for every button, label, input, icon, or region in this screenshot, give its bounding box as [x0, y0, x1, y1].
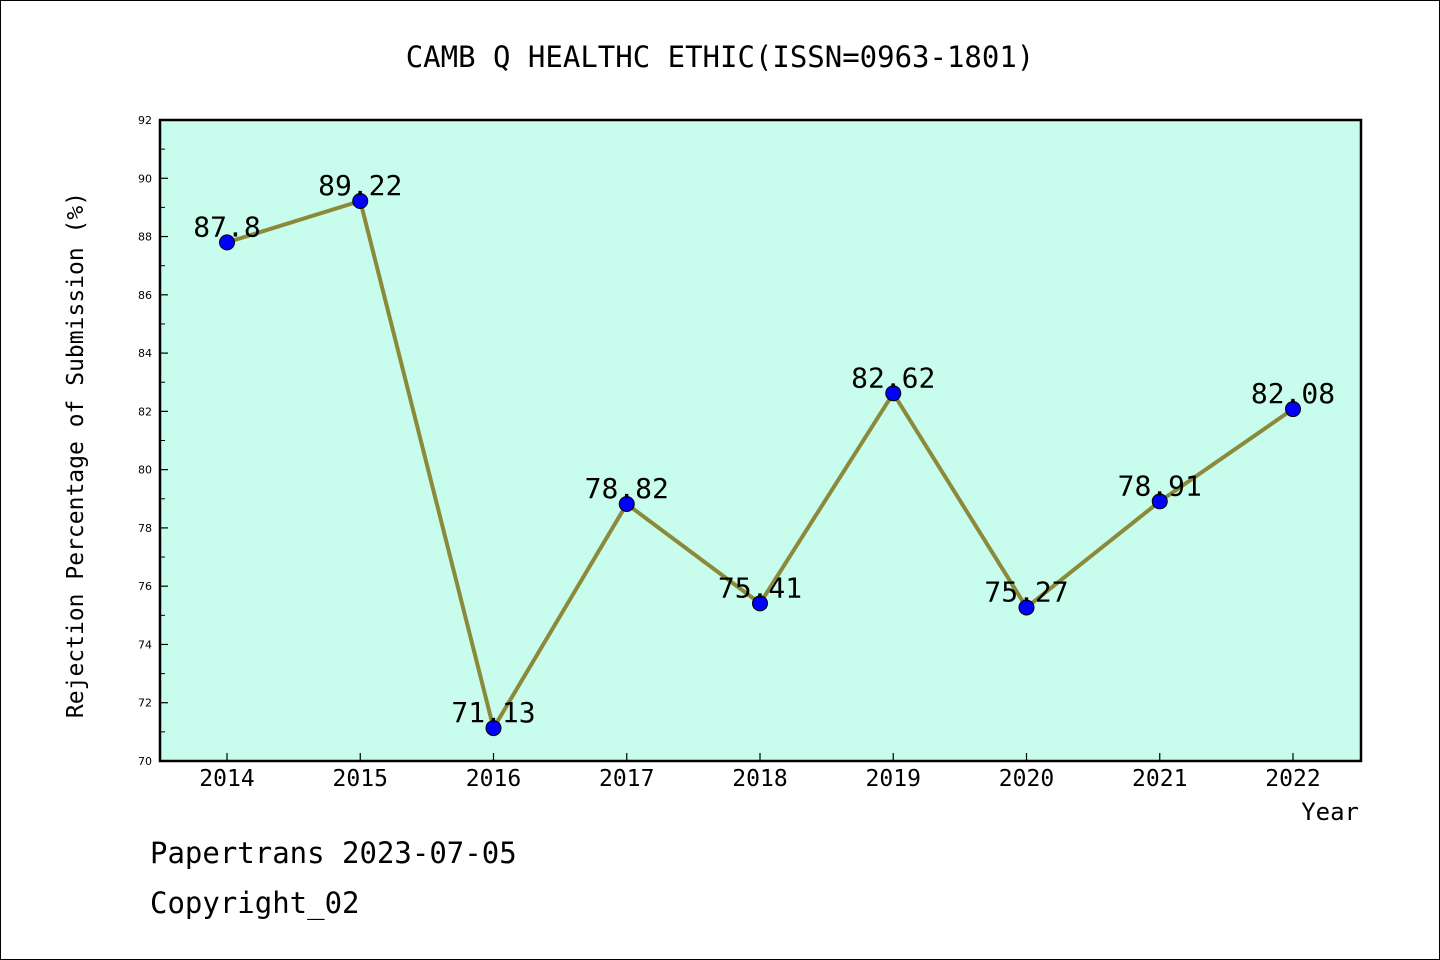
x-tick-label: 2018 [732, 766, 787, 792]
x-tick-label: 2014 [199, 766, 254, 792]
chart-title: CAMB Q HEALTHC ETHIC(ISSN=0963-1801) [406, 40, 1035, 74]
x-axis: 2014 2015 2016 2017 2018 2019 2020 2021 2022 [199, 753, 1321, 792]
data-label: 82.62 [851, 361, 935, 394]
x-tick-label: 2020 [999, 766, 1054, 792]
data-point [752, 595, 768, 612]
data-point [885, 385, 902, 402]
data-label: 75.27 [984, 575, 1068, 608]
data-label-group: 87.8 89.22 71.13 78.82 75.41 82.62 75.27 78.91 8… [193, 169, 1335, 729]
x-tick-label: 2015 [333, 766, 388, 792]
x-tick-label: 2017 [599, 766, 654, 792]
data-point [618, 496, 635, 513]
y-tick-label: 82 [138, 405, 152, 418]
x-tick-label: 2021 [1132, 766, 1187, 792]
x-tick-label: 2016 [466, 766, 521, 792]
y-tick-label: 70 [138, 755, 152, 768]
data-point [485, 720, 502, 737]
y-tick-label: 90 [138, 172, 152, 185]
data-point [1285, 401, 1301, 418]
y-tick-label: 78 [138, 522, 152, 535]
y-tick-label: 74 [138, 638, 152, 651]
data-label: 82.08 [1251, 377, 1335, 410]
x-tick-label: 2019 [866, 766, 921, 792]
data-label: 89.22 [318, 169, 402, 202]
y-tick-label: 88 [138, 231, 152, 244]
data-point [352, 192, 369, 209]
data-label: 78.82 [585, 472, 669, 505]
footer-source: Papertrans 2023-07-05 [150, 836, 517, 870]
y-tick-label: 92 [138, 114, 152, 127]
data-point [1018, 599, 1035, 616]
y-axis: 70 72 74 76 78 80 82 84 86 88 90 92 [138, 114, 168, 768]
data-label: 75.41 [718, 571, 802, 604]
data-point [219, 234, 235, 251]
y-axis-label: Rejection Percentage of Submission (%) [63, 192, 89, 718]
y-tick-label: 86 [138, 289, 152, 302]
marker-group [219, 192, 1301, 737]
data-label: 71.13 [451, 696, 535, 729]
footer-copyright: Copyright_02 [150, 886, 360, 920]
x-axis-label: Year [1301, 798, 1359, 826]
y-tick-label: 84 [138, 347, 152, 360]
plot-area [158, 118, 1363, 763]
y-tick-label: 80 [138, 464, 152, 477]
x-tick-label: 2022 [1265, 766, 1320, 792]
data-point [1151, 493, 1168, 510]
y-tick-label: 72 [138, 697, 152, 710]
data-label: 78.91 [1118, 469, 1202, 502]
y-tick-label: 76 [138, 580, 152, 593]
data-label: 87.8 [193, 210, 260, 243]
